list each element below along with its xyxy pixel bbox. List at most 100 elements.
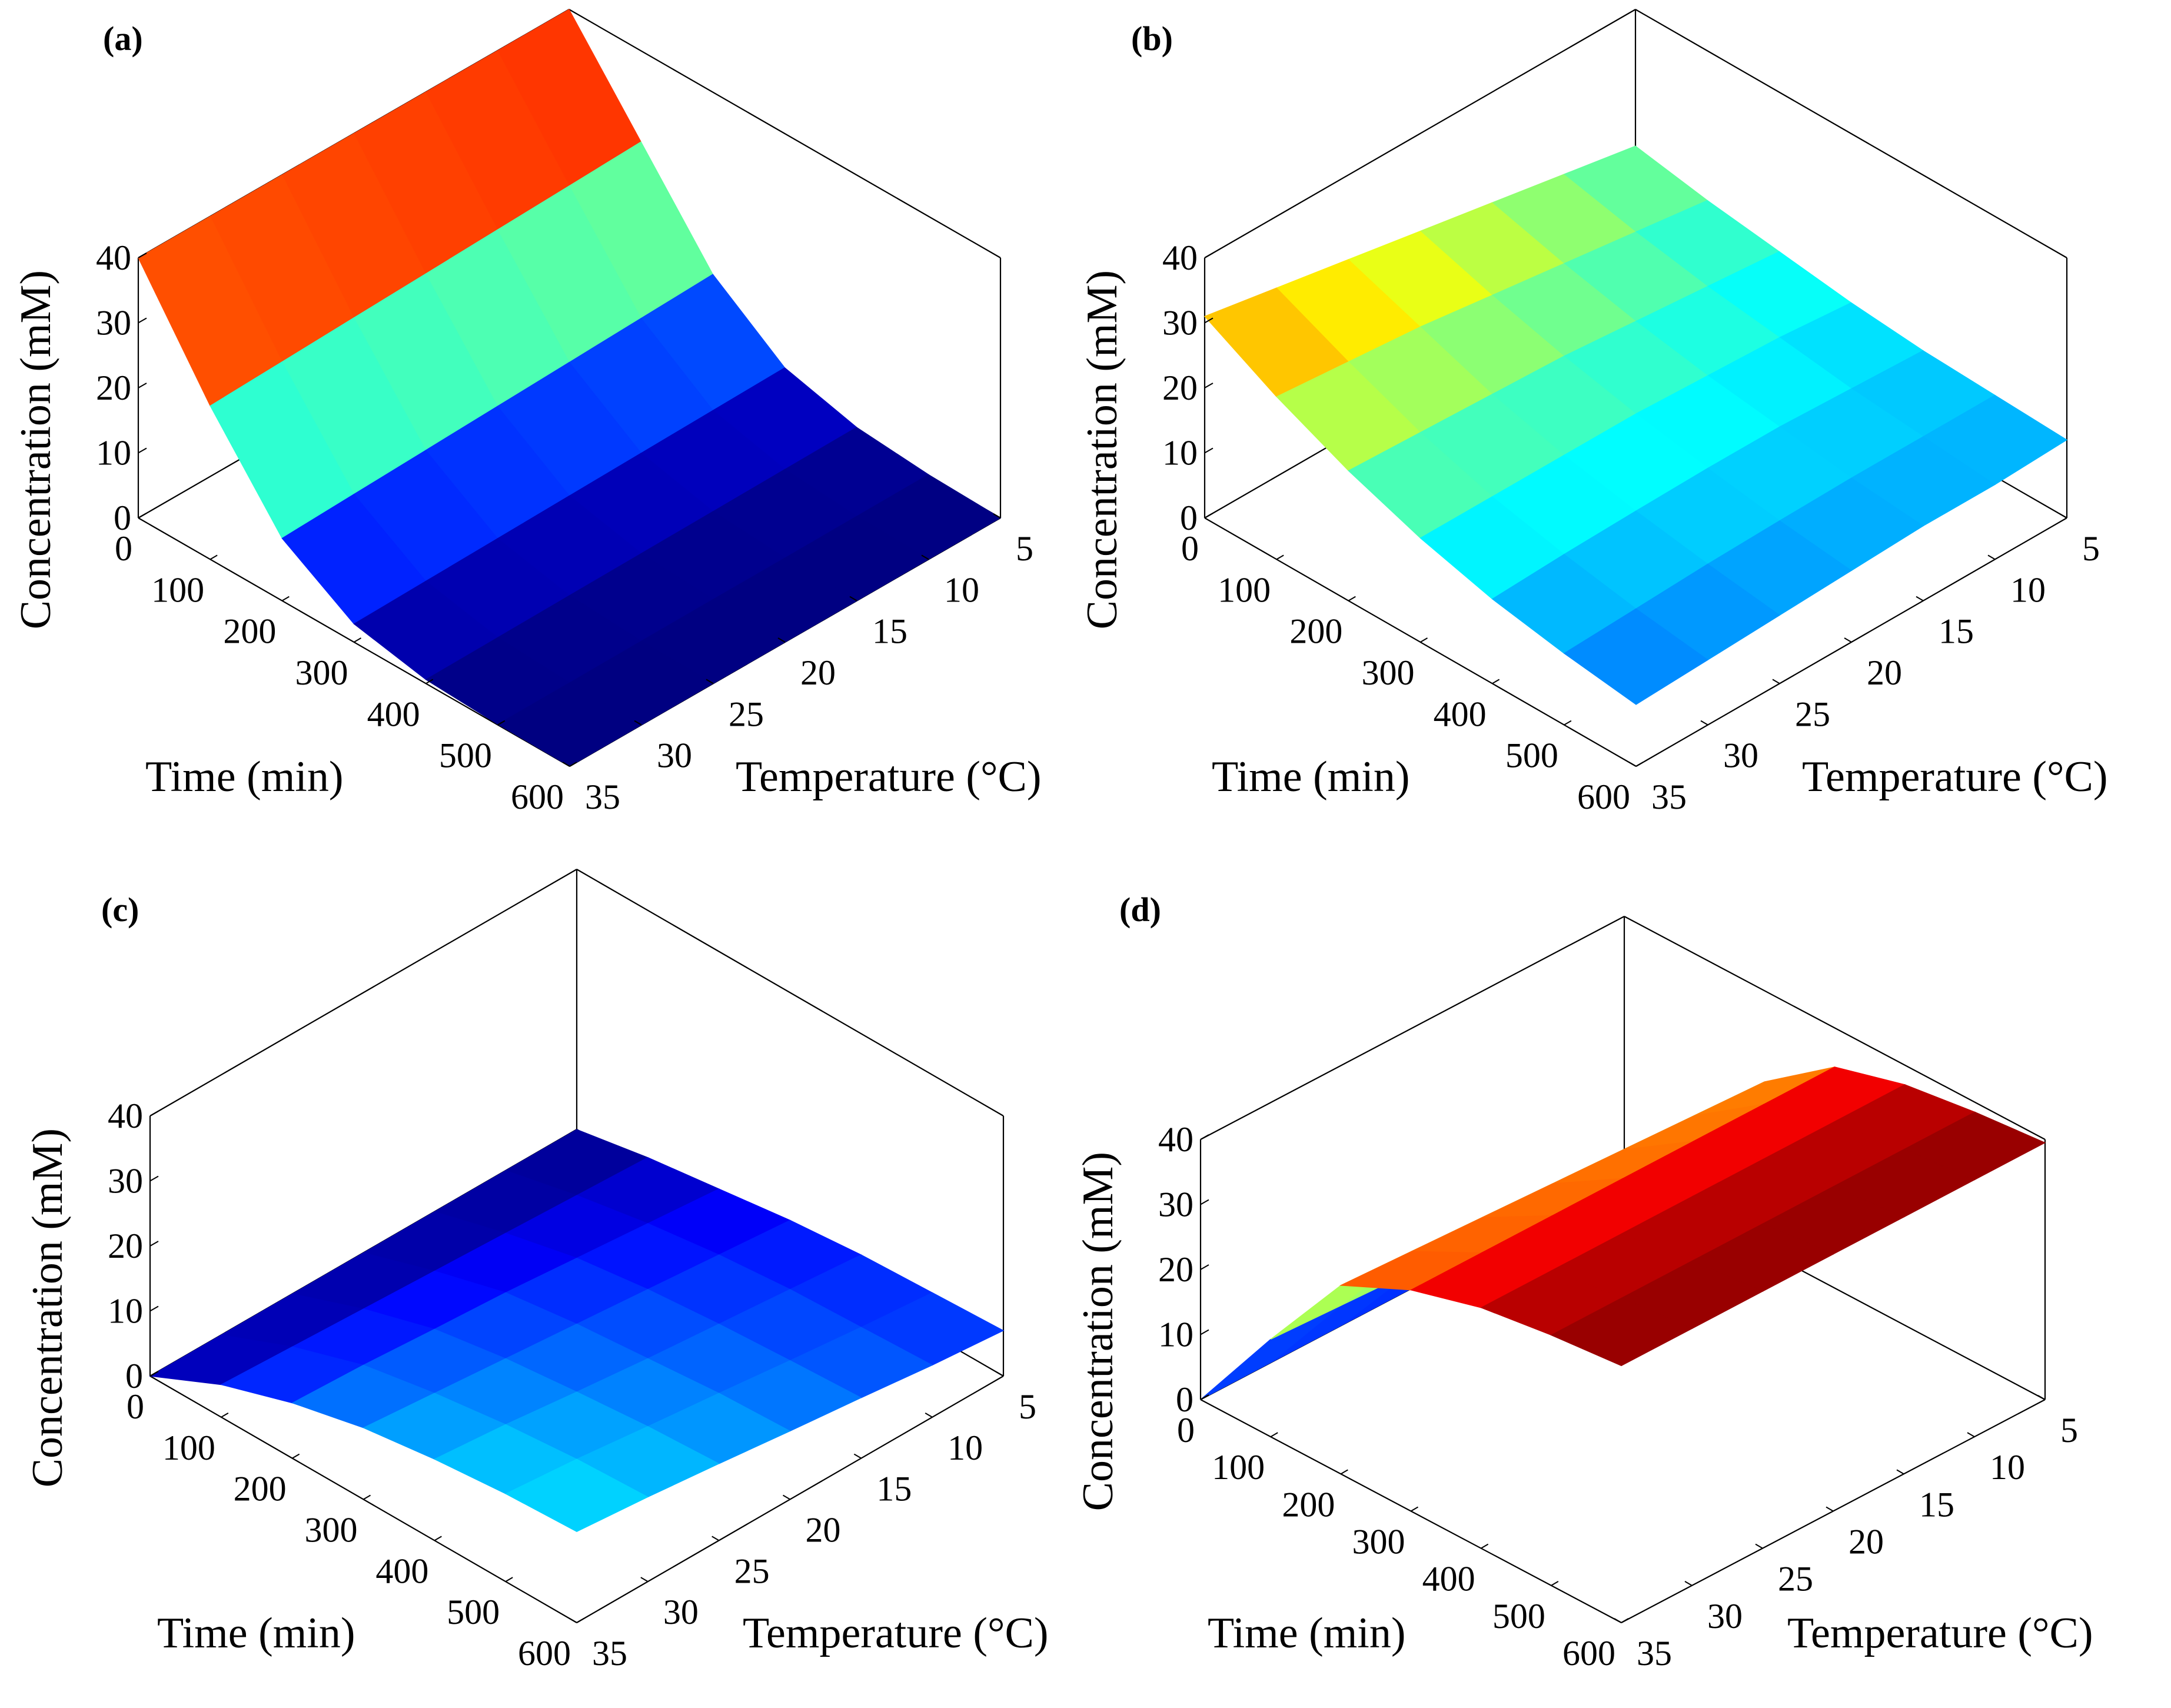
surface	[138, 9, 1002, 767]
y-tick	[1772, 679, 1780, 684]
x-tick-label: 200	[1289, 612, 1342, 651]
x-tick-labels: 0 100 200 300 400 500 600	[127, 1387, 571, 1673]
x-tick	[1340, 1469, 1348, 1475]
axis-box-edge	[568, 9, 1001, 258]
z-tick-labels: 0 10 20 30 40	[96, 238, 131, 537]
axis-box-edge	[1624, 916, 2046, 1140]
x-tick	[281, 596, 290, 602]
y-tick	[1684, 1580, 1693, 1586]
x-tick-label: 300	[1352, 1523, 1405, 1561]
x-tick	[1621, 1618, 1629, 1623]
z-tick-label: 40	[1158, 1120, 1193, 1159]
x-tick	[497, 720, 506, 726]
z-tick-label: 0	[125, 1357, 143, 1395]
x-tick-label: 0	[1177, 1411, 1195, 1450]
z-axis-label: Concentration (mM)	[1078, 270, 1126, 629]
z-tick-label: 10	[96, 434, 131, 473]
x-tick	[434, 1536, 442, 1541]
y-tick-label: 30	[1707, 1597, 1743, 1636]
y-axis-label: Temperature (°C)	[1787, 1609, 2093, 1657]
x-tick	[1410, 1506, 1419, 1512]
x-tick-label: 300	[1362, 653, 1415, 692]
z-tick	[138, 447, 147, 454]
y-tick	[1628, 762, 1637, 767]
z-tick-label: 0	[114, 499, 131, 537]
axis-box-edge	[576, 869, 1004, 1116]
x-tick	[425, 679, 434, 684]
x-tick	[363, 1494, 371, 1500]
surface	[149, 1129, 1005, 1532]
x-tick-label: 100	[1212, 1448, 1265, 1487]
x-tick-label: 600	[1562, 1634, 1615, 1673]
y-tick-label: 25	[734, 1551, 770, 1590]
x-tick	[353, 637, 362, 643]
z-tick-label: 40	[1162, 238, 1198, 277]
y-tick-label: 20	[1867, 653, 1902, 692]
y-tick-label: 35	[592, 1634, 627, 1673]
z-tick	[1200, 1134, 1209, 1140]
x-tick-labels: 0 100 200 300 400 500 600	[115, 529, 564, 816]
x-tick-label: 500	[439, 736, 492, 775]
y-tick-label: 5	[1019, 1387, 1036, 1426]
x-tick-label: 600	[1577, 777, 1630, 816]
surface-cell	[1200, 1305, 1342, 1400]
y-tick	[1755, 1543, 1763, 1549]
z-tick	[1200, 1199, 1209, 1205]
y-tick	[1700, 720, 1708, 726]
y-tick	[562, 762, 570, 767]
y-tick-label: 15	[876, 1470, 912, 1508]
y-tick-labels: 5 10 15 20 25 30 35	[592, 1387, 1036, 1673]
y-tick	[1916, 596, 1924, 602]
x-tick	[1348, 596, 1356, 602]
x-tick	[1200, 1395, 1208, 1400]
y-tick-label: 35	[585, 777, 620, 816]
z-tick	[1204, 317, 1214, 324]
z-tick	[149, 1305, 159, 1312]
z-tick-label: 30	[96, 304, 131, 343]
axis-box-edge	[1204, 9, 1636, 258]
z-tick	[149, 1241, 159, 1247]
y-tick-label: 30	[657, 736, 692, 775]
y-tick-label: 25	[1778, 1560, 1813, 1599]
y-tick-label: 20	[1848, 1523, 1884, 1561]
z-tick-label: 40	[96, 238, 131, 277]
y-tick	[993, 513, 1001, 519]
x-tick	[138, 513, 146, 519]
y-tick-label: 35	[1637, 1634, 1672, 1673]
x-tick-label: 300	[305, 1511, 358, 1550]
z-tick-label: 30	[1158, 1185, 1193, 1224]
x-tick-label: 0	[115, 529, 132, 568]
surface-cell	[504, 1458, 649, 1532]
y-tick	[706, 679, 714, 684]
y-tick-label: 15	[872, 612, 907, 651]
y-tick	[996, 1371, 1004, 1377]
z-tick	[1204, 447, 1214, 454]
x-tick-label: 400	[1422, 1560, 1475, 1599]
x-tick-label: 300	[295, 653, 348, 692]
x-tick	[1492, 679, 1500, 684]
y-tick-labels: 5 10 15 20 25 30 35	[1637, 1411, 2078, 1673]
x-tick-label: 100	[151, 570, 204, 609]
y-tick	[634, 720, 642, 726]
chart-panel-d: 0102030400100200300400500600510152025303…	[1074, 890, 2093, 1673]
y-tick-label: 5	[2060, 1411, 2078, 1450]
x-tick-label: 500	[1492, 1597, 1545, 1636]
x-tick-label: 200	[223, 612, 276, 651]
x-tick-label: 400	[1434, 695, 1487, 733]
z-tick-label: 10	[108, 1292, 143, 1331]
z-tick-labels: 0 10 20 30 40	[1162, 238, 1198, 537]
z-tick	[149, 1111, 159, 1116]
y-tick-label: 10	[1990, 1448, 2025, 1487]
x-tick-label: 200	[234, 1470, 287, 1508]
x-tick	[576, 1618, 584, 1623]
surface	[1200, 1066, 2046, 1400]
y-tick	[1896, 1469, 1904, 1475]
z-tick	[1200, 1329, 1209, 1335]
x-axis-label: Time (min)	[1212, 753, 1409, 801]
y-tick	[853, 1453, 862, 1459]
x-tick-label: 0	[1181, 529, 1199, 568]
x-tick	[1270, 1432, 1278, 1438]
y-tick	[640, 1577, 649, 1583]
y-tick	[2037, 1395, 2046, 1400]
